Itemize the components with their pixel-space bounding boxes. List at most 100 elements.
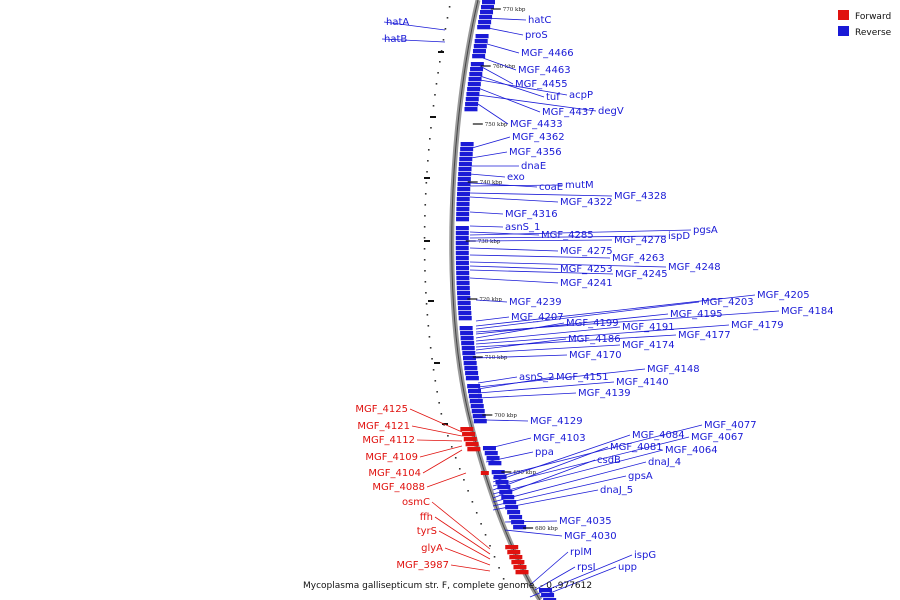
gene-label-asns-1[interactable]: asnS_1 bbox=[505, 222, 540, 233]
gene-label-mgf-4275[interactable]: MGF_4275 bbox=[560, 246, 613, 257]
gene-label-mgf-4239[interactable]: MGF_4239 bbox=[509, 297, 562, 308]
gene-label-mgf-4139[interactable]: MGF_4139 bbox=[578, 388, 631, 399]
gene-label-mgf-4328[interactable]: MGF_4328 bbox=[614, 191, 667, 202]
gene-label-coae[interactable]: coaE bbox=[539, 182, 563, 193]
gene-label-dnaj-4[interactable]: dnaJ_4 bbox=[648, 457, 681, 468]
gene-label-mgf-4191[interactable]: MGF_4191 bbox=[622, 322, 675, 333]
gene-label-mutm[interactable]: mutM bbox=[565, 180, 594, 191]
leader-line bbox=[475, 338, 567, 351]
gene-label-mgf-4104[interactable]: MGF_4104 bbox=[368, 468, 421, 479]
gene-label-mgf-4466[interactable]: MGF_4466 bbox=[521, 48, 574, 59]
gene-label-mgf-4140[interactable]: MGF_4140 bbox=[616, 377, 669, 388]
gene-label-mgf-4125[interactable]: MGF_4125 bbox=[355, 404, 408, 415]
gene-label-tyrs[interactable]: tyrS bbox=[417, 526, 437, 537]
gene-label-mgf-4278[interactable]: MGF_4278 bbox=[614, 235, 667, 246]
gene-label-mgf-4199[interactable]: MGF_4199 bbox=[566, 318, 619, 329]
gene-label-rplm[interactable]: rplM bbox=[570, 547, 592, 558]
gene-label-mgf-4035[interactable]: MGF_4035 bbox=[559, 516, 612, 527]
gene-label-hatc[interactable]: hatC bbox=[528, 15, 551, 26]
reverse-gene-block bbox=[456, 212, 470, 217]
gene-label-mgf-4253[interactable]: MGF_4253 bbox=[560, 264, 613, 275]
reverse-gene-block bbox=[470, 404, 484, 409]
gene-label-mgf-4437[interactable]: MGF_4437 bbox=[542, 107, 595, 118]
gene-label-mgf-4205[interactable]: MGF_4205 bbox=[757, 290, 810, 301]
gene-label-mgf-4207[interactable]: MGF_4207 bbox=[511, 312, 564, 323]
gene-label-mgf-4084[interactable]: MGF_4084 bbox=[632, 430, 685, 441]
reverse-gene-block bbox=[468, 389, 482, 394]
gene-label-mgf-4103[interactable]: MGF_4103 bbox=[533, 433, 586, 444]
gene-label-mgf-4170[interactable]: MGF_4170 bbox=[569, 350, 622, 361]
gene-label-mgf-4455[interactable]: MGF_4455 bbox=[515, 79, 568, 90]
gene-label-mgf-4362[interactable]: MGF_4362 bbox=[512, 132, 565, 143]
gene-label-mgf-4112[interactable]: MGF_4112 bbox=[362, 435, 415, 446]
gene-label-gpsa[interactable]: gpsA bbox=[628, 471, 653, 482]
gene-label-mgf-4077[interactable]: MGF_4077 bbox=[704, 420, 757, 431]
gene-label-mgf-4356[interactable]: MGF_4356 bbox=[509, 147, 562, 158]
gene-label-tuf[interactable]: tuf bbox=[546, 92, 560, 103]
gene-label-mgf-4241[interactable]: MGF_4241 bbox=[560, 278, 613, 289]
dotted-scale-track bbox=[423, 6, 505, 580]
gene-label-mgf-4179[interactable]: MGF_4179 bbox=[731, 320, 784, 331]
gene-label-pgsa[interactable]: pgsA bbox=[693, 225, 718, 236]
gene-label-mgf-4263[interactable]: MGF_4263 bbox=[612, 253, 665, 264]
gene-label-asns-2[interactable]: asnS_2 bbox=[519, 372, 554, 383]
gene-label-hatb[interactable]: hatB bbox=[384, 34, 407, 45]
gene-label-glya[interactable]: glyA bbox=[421, 543, 443, 554]
leader-line bbox=[477, 376, 555, 390]
leader-line bbox=[534, 566, 576, 591]
gene-label-acpp[interactable]: acpP bbox=[569, 90, 593, 101]
reverse-gene-block bbox=[462, 351, 476, 356]
gene-label-ppa[interactable]: ppa bbox=[535, 447, 554, 458]
gene-label-mgf-4064[interactable]: MGF_4064 bbox=[665, 445, 718, 456]
gene-label-mgf-4322[interactable]: MGF_4322 bbox=[560, 197, 613, 208]
leader-line bbox=[411, 425, 463, 437]
gene-label-mgf-4195[interactable]: MGF_4195 bbox=[670, 309, 723, 320]
gene-label-mgf-4067[interactable]: MGF_4067 bbox=[691, 432, 744, 443]
gene-label-mgf-4248[interactable]: MGF_4248 bbox=[668, 262, 721, 273]
gene-label-exo[interactable]: exo bbox=[507, 172, 525, 183]
reverse-gene-block bbox=[455, 236, 469, 241]
gene-label-mgf-4174[interactable]: MGF_4174 bbox=[622, 340, 675, 351]
gene-label-mgf-4088[interactable]: MGF_4088 bbox=[372, 482, 425, 493]
gene-label-upp[interactable]: upp bbox=[618, 562, 637, 573]
gene-label-pros[interactable]: proS bbox=[525, 30, 548, 41]
leader-line bbox=[416, 439, 463, 442]
gene-label-dnaj-5[interactable]: dnaJ_5 bbox=[600, 485, 633, 496]
reverse-gene-block bbox=[539, 588, 553, 593]
gene-label-mgf-4184[interactable]: MGF_4184 bbox=[781, 306, 834, 317]
gene-label-dnae[interactable]: dnaE bbox=[521, 161, 546, 172]
gene-label-mgf-4081[interactable]: MGF_4081 bbox=[610, 442, 663, 453]
gene-label-mgf-4109[interactable]: MGF_4109 bbox=[365, 452, 418, 463]
gene-label-mgf-4186[interactable]: MGF_4186 bbox=[568, 334, 621, 345]
gene-label-mgf-3987[interactable]: MGF_3987 bbox=[396, 560, 449, 571]
gene-label-mgf-4203[interactable]: MGF_4203 bbox=[701, 297, 754, 308]
reverse-gene-block bbox=[457, 301, 471, 306]
gene-label-mgf-4463[interactable]: MGF_4463 bbox=[518, 65, 571, 76]
gene-label-csdb[interactable]: csdB bbox=[597, 455, 621, 466]
gene-label-mgf-4433[interactable]: MGF_4433 bbox=[510, 119, 563, 130]
gene-label-mgf-4151[interactable]: MGF_4151 bbox=[556, 372, 609, 383]
gene-label-mgf-4121[interactable]: MGF_4121 bbox=[357, 421, 410, 432]
gene-label-ffh[interactable]: ffh bbox=[420, 512, 433, 523]
reverse-gene-block bbox=[456, 207, 470, 212]
forward-gene-block bbox=[462, 432, 476, 437]
gene-label-rpsi[interactable]: rpsI bbox=[577, 562, 596, 573]
gene-label-osmc[interactable]: osmC bbox=[402, 497, 430, 508]
gene-label-ispg[interactable]: ispG bbox=[634, 550, 656, 561]
gene-label-mgf-4129[interactable]: MGF_4129 bbox=[530, 416, 583, 427]
leader-line bbox=[492, 424, 703, 479]
gene-label-mgf-4245[interactable]: MGF_4245 bbox=[615, 269, 668, 280]
reverse-gene-block bbox=[455, 231, 469, 236]
leader-line bbox=[475, 301, 700, 330]
reverse-gene-block bbox=[543, 598, 557, 600]
gene-label-mgf-4285[interactable]: MGF_4285 bbox=[541, 230, 594, 241]
gene-label-mgf-4316[interactable]: MGF_4316 bbox=[505, 209, 558, 220]
gene-label-degv[interactable]: degV bbox=[598, 106, 624, 117]
gene-label-hata[interactable]: hatA bbox=[386, 17, 409, 28]
gene-label-mgf-4148[interactable]: MGF_4148 bbox=[647, 364, 700, 375]
gene-label-mgf-4030[interactable]: MGF_4030 bbox=[564, 531, 617, 542]
leader-line bbox=[469, 277, 559, 284]
gene-label-mgf-4177[interactable]: MGF_4177 bbox=[678, 330, 731, 341]
leader-line bbox=[438, 530, 491, 560]
gene-label-ispd[interactable]: ispD bbox=[668, 231, 690, 242]
